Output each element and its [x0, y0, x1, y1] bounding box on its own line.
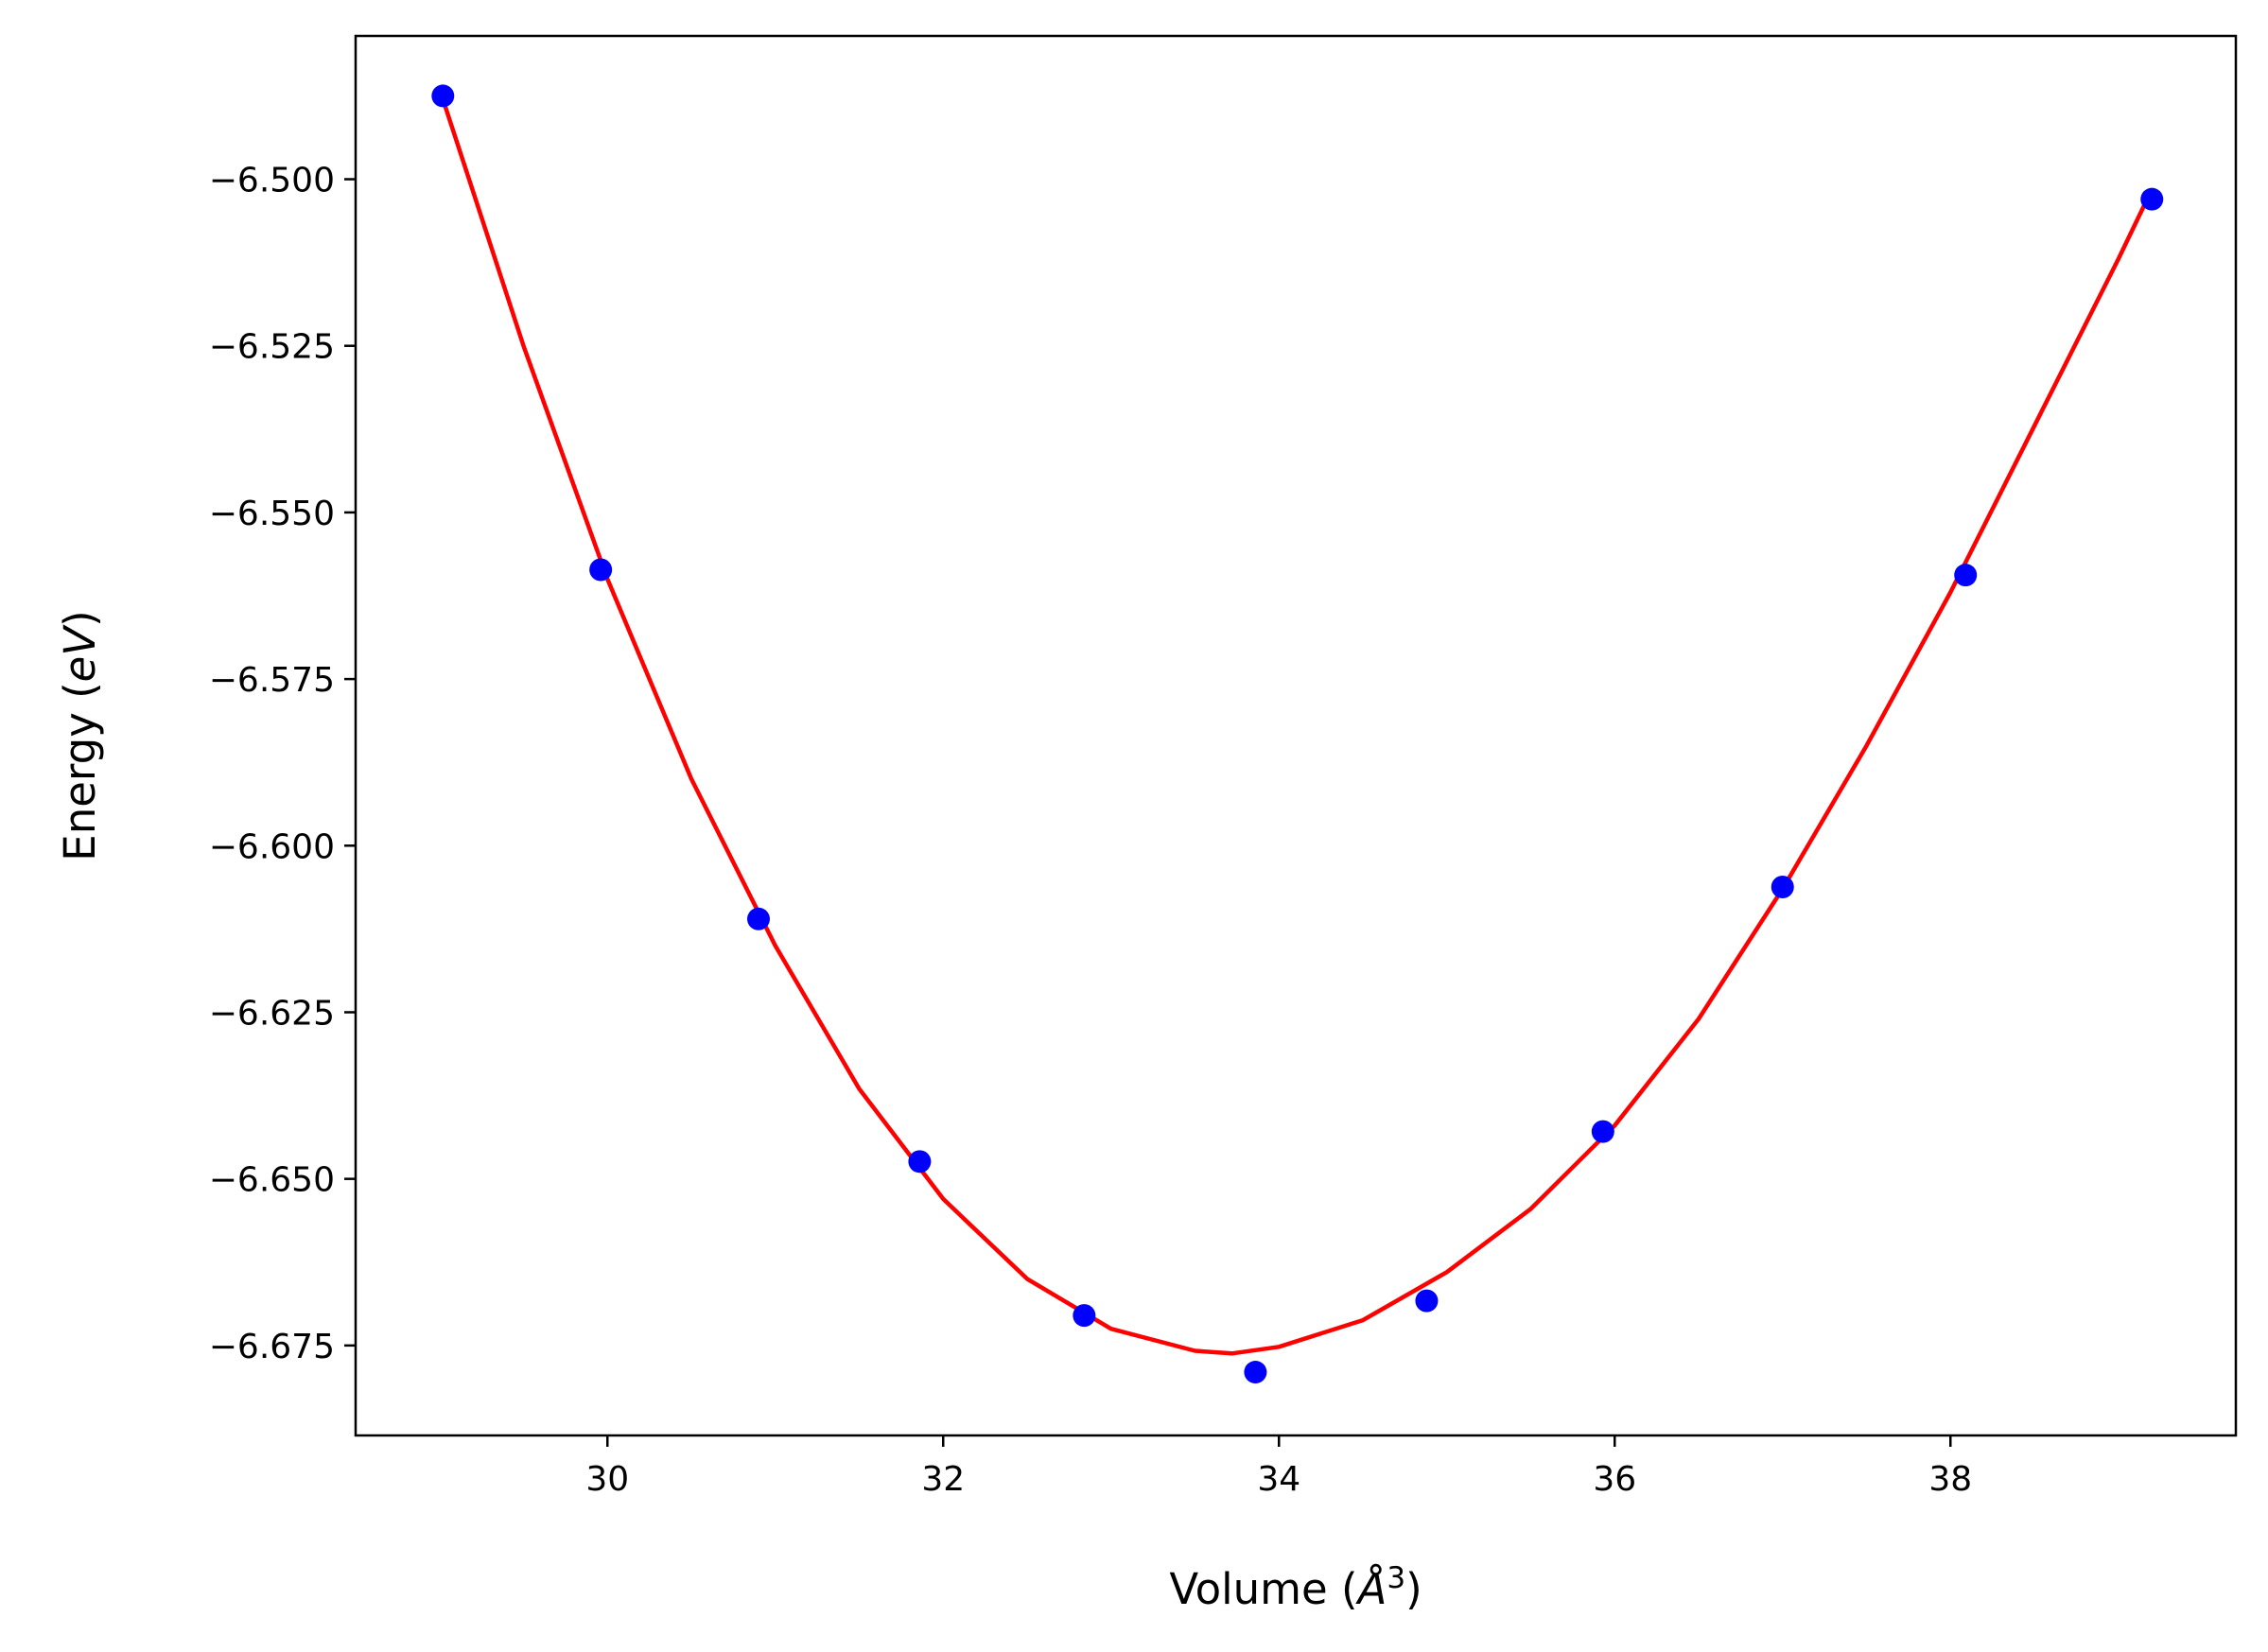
y-axis-label-unit: eV	[55, 624, 105, 683]
fit-curve	[441, 98, 2155, 1356]
y-tick-label: −6.650	[209, 1161, 335, 1200]
data-point	[1415, 1289, 1439, 1313]
x-axis-label-suffix: )	[1405, 1564, 1422, 1614]
y-tick-label: −6.525	[209, 328, 335, 367]
y-tick-label: −6.625	[209, 994, 335, 1033]
y-axis-label-prefix: Energy (	[55, 682, 105, 861]
y-tick-label: −6.675	[209, 1328, 335, 1366]
x-axis-label-exponent: 3	[1387, 1561, 1405, 1595]
data-point	[1591, 1120, 1614, 1143]
data-point	[431, 84, 455, 108]
x-axis-label: Volume (Å3)	[1169, 1561, 1422, 1614]
plot-area	[431, 84, 2164, 1384]
x-tick-label: 38	[1928, 1460, 1972, 1499]
x-tick-label: 36	[1593, 1460, 1636, 1499]
y-tick-label: −6.550	[209, 495, 335, 533]
data-point	[2140, 187, 2164, 211]
y-tick-label: −6.500	[209, 162, 335, 200]
data-point	[1073, 1304, 1096, 1328]
y-axis-label: Energy (eV)	[55, 610, 105, 861]
y-axis-label-suffix: )	[55, 610, 105, 627]
y-tick-label: −6.575	[209, 661, 335, 700]
data-point	[747, 907, 770, 930]
data-point	[1771, 875, 1794, 898]
y-tick-label: −6.600	[209, 827, 335, 866]
data-point	[1954, 564, 1978, 587]
data-points	[431, 84, 2164, 1384]
data-point	[908, 1150, 932, 1174]
x-tick-label: 30	[585, 1460, 629, 1499]
y-axis-ticks: −6.500 −6.525 −6.550 −6.575 −6.600 −6.625 −6.6…	[209, 162, 356, 1366]
x-tick-label: 32	[921, 1460, 965, 1499]
data-point	[589, 558, 613, 582]
plot-frame	[354, 34, 2238, 1437]
x-axis-label-unit: Å	[1355, 1564, 1387, 1614]
data-point	[1244, 1361, 1267, 1384]
x-axis-ticks: 30 32 34 36 38	[585, 1435, 1972, 1499]
x-axis-label-prefix: Volume (	[1169, 1564, 1357, 1614]
x-tick-label: 34	[1257, 1460, 1300, 1499]
